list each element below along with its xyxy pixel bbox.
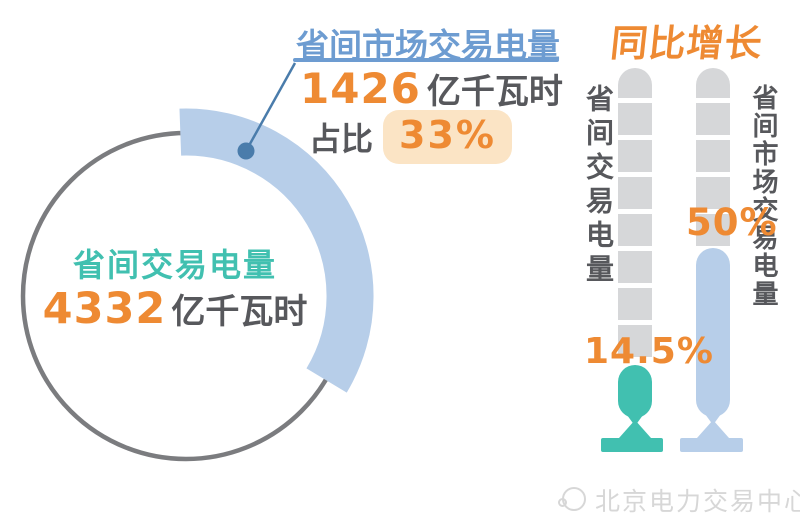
callout-title-underline [293, 58, 559, 62]
donut-highlight-arc [179, 108, 374, 393]
thermometer-base [601, 438, 663, 452]
beijing-power-exchange-logo-icon [558, 486, 586, 514]
tube-segment [696, 177, 730, 209]
growth-value-interprovincial-market: 50% [686, 201, 778, 244]
thermometer-fill-tail [705, 414, 721, 425]
callout-share-row: 占比 33% [309, 110, 512, 164]
callout-unit: 亿千瓦时 [426, 72, 563, 112]
tube-segment [618, 325, 652, 357]
thermometer-fill-interprovincial-market [696, 248, 730, 417]
thermometer-fill-tail [627, 415, 643, 426]
donut-value-row: 4332 亿千瓦时 [25, 284, 325, 334]
donut-unit: 亿千瓦时 [171, 292, 308, 332]
growth-title: 同比增长 [608, 22, 765, 65]
tube-cap [618, 68, 652, 98]
watermark: 北京电力交易中心 [558, 482, 800, 518]
share-badge: 33% [383, 110, 512, 164]
growth-value-interprovincial: 14.5% [584, 331, 714, 372]
tube-segment [618, 214, 652, 246]
tube-segment [618, 103, 652, 135]
share-value: 33% [399, 113, 496, 157]
tube-cap [696, 68, 730, 98]
callout-line [244, 62, 297, 152]
share-label: 占比 [309, 120, 374, 158]
tube-segment [618, 140, 652, 172]
tube-segment [618, 177, 652, 209]
tube-segment [696, 214, 730, 246]
callout-value: 1426 [300, 64, 421, 113]
tube-segment [696, 140, 730, 172]
donut-value: 4332 [42, 284, 167, 334]
tube-segment [696, 103, 730, 135]
thermometer-base [680, 438, 743, 452]
thermometer-label-interprovincial-market: 省间市场交易电量 [748, 84, 778, 308]
callout-dot [237, 142, 255, 160]
callout-value-row: 1426 亿千瓦时 [300, 64, 563, 113]
tube-segment [618, 251, 652, 283]
donut-center-label: 省间交易电量 [72, 246, 277, 284]
thermometer-fill-interprovincial [618, 365, 652, 418]
tube-segment [618, 288, 652, 320]
thermometer-label-interprovincial: 省间交易电量 [582, 84, 615, 288]
watermark-text: 北京电力交易中心 [595, 487, 800, 516]
